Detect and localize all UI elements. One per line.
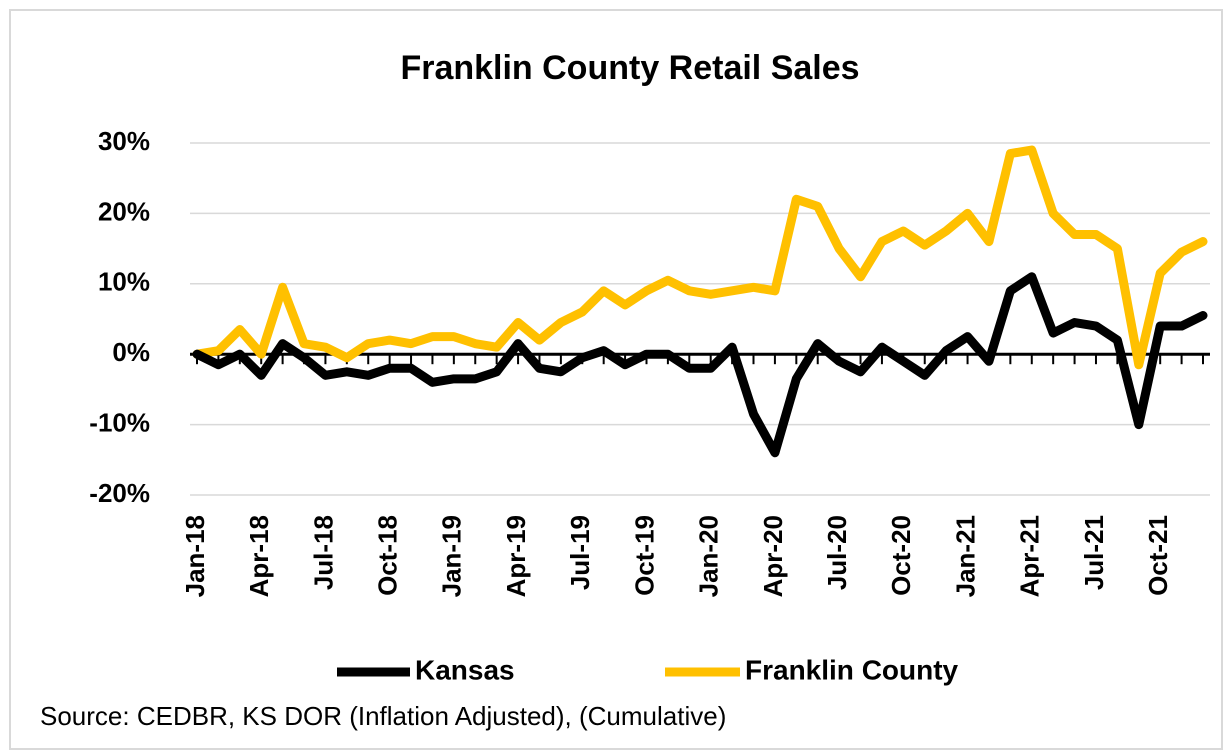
y-tick-label: -10% [89, 407, 150, 437]
source-note: Source: CEDBR, KS DOR (Inflation Adjuste… [40, 701, 726, 731]
x-tick-label: Apr-20 [758, 515, 788, 597]
x-tick-label: Apr-18 [244, 515, 274, 597]
x-tick-label: Jan-19 [437, 515, 467, 597]
x-tick-label: Jan-20 [694, 515, 724, 597]
x-tick-label: Oct-18 [373, 515, 403, 596]
x-tick-label: Oct-20 [886, 515, 916, 596]
chart-border [9, 9, 1223, 750]
x-tick-label: Apr-21 [1015, 515, 1045, 597]
legend-label: Kansas [415, 654, 515, 685]
x-tick-label: Apr-19 [501, 515, 531, 597]
x-tick-label: Jul-19 [565, 515, 595, 590]
y-tick-label: 30% [98, 126, 150, 156]
chart-title: Franklin County Retail Sales [400, 49, 859, 87]
y-tick-label: -20% [89, 478, 150, 508]
x-tick-label: Oct-19 [629, 515, 659, 596]
x-tick-label: Jul-20 [822, 515, 852, 590]
x-tick-label: Jan-18 [180, 515, 210, 597]
x-tick-label: Jan-21 [950, 515, 980, 597]
series-line [192, 145, 1208, 370]
y-tick-label: 0% [112, 337, 150, 367]
x-tick-label: Oct-21 [1143, 515, 1173, 596]
x-tick-label: Jul-21 [1079, 515, 1109, 590]
series-line [192, 272, 1208, 458]
x-tick-label: Jul-18 [308, 515, 338, 590]
legend-label: Franklin County [745, 654, 959, 685]
y-tick-label: 10% [98, 267, 150, 297]
y-tick-label: 20% [98, 196, 150, 226]
